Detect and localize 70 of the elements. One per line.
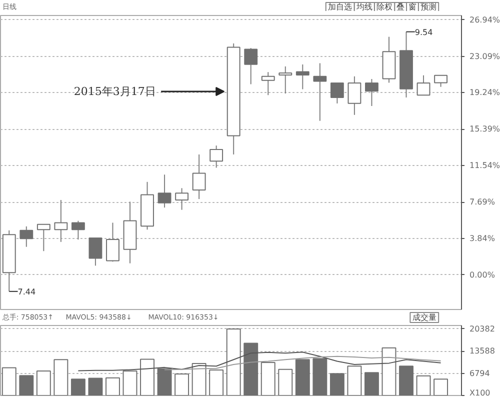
candlestick: [278, 66, 292, 94]
annotation: 2015年3月17日: [74, 85, 156, 98]
y-tick-label: 0.00%: [470, 270, 496, 280]
y-tick-label: 13588: [470, 346, 495, 356]
bar: [140, 358, 154, 396]
candlestick: [330, 82, 344, 104]
candlestick: [158, 174, 172, 208]
bar: [364, 372, 379, 396]
y-tick-label: 20382: [470, 324, 495, 334]
candlestick: [175, 188, 189, 210]
candlestick: [244, 48, 258, 85]
bar: [174, 373, 190, 396]
bar: [399, 366, 414, 396]
bar: [209, 370, 224, 396]
bar: [434, 378, 448, 396]
annotation: 7.44: [18, 287, 36, 296]
y-tick-label: X100: [470, 388, 490, 398]
bar: [2, 367, 16, 396]
candlestick: [36, 224, 50, 252]
bar: [260, 362, 276, 396]
candlestick: [106, 222, 120, 262]
candlestick: [210, 145, 224, 168]
bar: [70, 378, 86, 396]
y-tick-label: 3.84%: [470, 234, 496, 244]
bar: [244, 342, 258, 396]
bar: [192, 363, 206, 396]
bar: [105, 377, 120, 396]
bar: [157, 368, 172, 396]
bar: [122, 370, 138, 396]
y-tick-label: 19.24%: [470, 88, 500, 98]
candlestick: [313, 62, 327, 122]
candlestick: [261, 72, 275, 96]
candlestick: [20, 226, 34, 248]
text: 预测: [420, 2, 437, 12]
candlestick: [434, 74, 448, 88]
bar: [36, 370, 51, 396]
text: 成交量: [412, 313, 436, 322]
text: 除权: [376, 2, 393, 12]
candlestick: [348, 76, 362, 116]
text: 叠: [396, 2, 405, 12]
line-series: [164, 356, 442, 370]
candlestick: [416, 74, 430, 96]
y-tick-label: 23.09%: [470, 52, 500, 61]
candlestick: [365, 78, 378, 106]
bar: [382, 347, 396, 396]
y-tick-label: 7.69%: [470, 198, 496, 207]
text: 加自选: [328, 2, 352, 12]
y-tick-label: 15.39%: [470, 124, 500, 134]
y-tick-label: 26.94%: [470, 15, 500, 24]
bar: [278, 368, 293, 396]
y-tick-label: 11.54%: [470, 161, 500, 170]
bar: [330, 373, 344, 396]
bar: [312, 358, 328, 396]
bar: [347, 366, 362, 396]
line-series: [78, 352, 442, 372]
y-tick-label: 6794: [470, 368, 490, 378]
candlestick: [296, 64, 310, 90]
bar: [54, 359, 68, 396]
candlestick: [88, 237, 102, 266]
bar: [19, 375, 34, 396]
candlestick: [54, 199, 68, 242]
text: 窗: [408, 2, 416, 12]
candlestick: [192, 154, 206, 200]
bar: [226, 328, 241, 396]
bar: [416, 375, 431, 396]
bar: [295, 359, 310, 396]
bar: [88, 378, 103, 396]
annotation: 9.54: [414, 28, 433, 37]
candlestick: [71, 220, 85, 240]
text: 均线: [355, 2, 372, 12]
